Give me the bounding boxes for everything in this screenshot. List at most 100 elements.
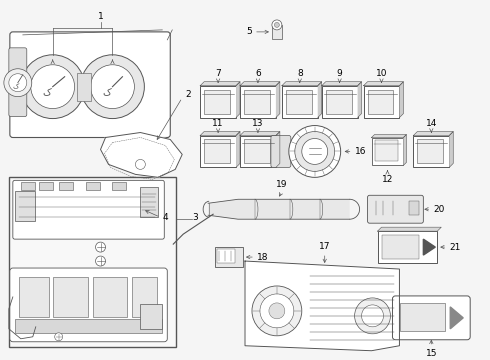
Text: 18: 18: [257, 253, 269, 262]
Polygon shape: [449, 131, 453, 167]
Polygon shape: [358, 82, 362, 118]
Text: 19: 19: [276, 180, 288, 189]
Polygon shape: [208, 199, 350, 219]
Circle shape: [252, 286, 302, 336]
Bar: [217, 249, 235, 263]
Bar: [414, 135, 449, 167]
Bar: [93, 277, 127, 317]
Polygon shape: [100, 132, 182, 177]
Text: 14: 14: [426, 118, 437, 127]
FancyBboxPatch shape: [368, 195, 423, 223]
Circle shape: [96, 256, 105, 266]
Bar: [244, 139, 270, 163]
Circle shape: [260, 294, 294, 328]
Circle shape: [274, 22, 279, 27]
Bar: [140, 187, 158, 217]
Bar: [286, 90, 312, 114]
Bar: [15, 191, 35, 221]
Polygon shape: [318, 82, 322, 118]
Bar: [86, 182, 99, 190]
Bar: [240, 135, 276, 167]
Text: 11: 11: [212, 118, 224, 127]
Circle shape: [31, 65, 74, 109]
Text: 16: 16: [355, 147, 366, 156]
FancyBboxPatch shape: [271, 135, 291, 167]
Bar: [240, 86, 276, 118]
Bar: [322, 86, 358, 118]
Bar: [364, 86, 399, 118]
Bar: [400, 303, 445, 331]
Polygon shape: [414, 131, 453, 135]
Bar: [200, 135, 236, 167]
Text: 7: 7: [215, 69, 221, 78]
Text: 17: 17: [319, 242, 330, 251]
Circle shape: [96, 242, 105, 252]
Polygon shape: [450, 307, 463, 329]
Circle shape: [272, 20, 282, 30]
FancyBboxPatch shape: [10, 32, 170, 138]
Polygon shape: [423, 239, 435, 255]
Text: 9: 9: [337, 69, 343, 78]
Circle shape: [91, 65, 134, 109]
Polygon shape: [200, 131, 240, 135]
FancyBboxPatch shape: [13, 180, 164, 239]
Circle shape: [80, 55, 145, 118]
Bar: [39, 182, 53, 190]
Circle shape: [21, 55, 85, 118]
Bar: [200, 86, 236, 118]
Polygon shape: [282, 82, 322, 86]
Text: 2: 2: [185, 90, 191, 99]
Polygon shape: [322, 82, 362, 86]
Bar: [132, 277, 157, 317]
Circle shape: [9, 74, 27, 92]
Text: 8: 8: [297, 69, 303, 78]
Bar: [140, 304, 162, 329]
Polygon shape: [200, 82, 240, 86]
Circle shape: [269, 303, 285, 319]
Circle shape: [302, 139, 328, 165]
Bar: [53, 277, 88, 317]
Bar: [59, 182, 73, 190]
Bar: [21, 182, 35, 190]
Bar: [113, 182, 126, 190]
Text: 3: 3: [192, 213, 198, 222]
Bar: [272, 25, 282, 39]
Polygon shape: [245, 261, 399, 351]
Circle shape: [4, 69, 32, 96]
Bar: [204, 90, 230, 114]
Polygon shape: [403, 135, 406, 165]
Bar: [204, 139, 230, 163]
Polygon shape: [371, 135, 406, 138]
Bar: [244, 90, 270, 114]
Polygon shape: [399, 82, 403, 118]
Bar: [410, 201, 419, 215]
Text: 10: 10: [376, 69, 387, 78]
Text: 1: 1: [98, 12, 103, 21]
Polygon shape: [377, 227, 441, 231]
Bar: [417, 139, 443, 163]
Text: 4: 4: [162, 213, 168, 222]
Polygon shape: [276, 131, 280, 167]
Polygon shape: [240, 131, 280, 135]
Bar: [215, 247, 243, 267]
Bar: [282, 86, 318, 118]
FancyBboxPatch shape: [10, 268, 167, 342]
Text: 12: 12: [382, 175, 393, 184]
Text: 20: 20: [433, 205, 445, 214]
Polygon shape: [364, 82, 403, 86]
Bar: [368, 90, 393, 114]
Bar: [382, 235, 419, 259]
Text: 6: 6: [255, 69, 261, 78]
FancyBboxPatch shape: [9, 48, 27, 117]
Bar: [377, 231, 437, 263]
Circle shape: [355, 298, 391, 334]
Polygon shape: [236, 82, 240, 118]
Circle shape: [135, 159, 146, 170]
Text: ک: ک: [42, 87, 51, 96]
Polygon shape: [236, 131, 240, 167]
Bar: [15, 319, 162, 333]
Bar: [371, 138, 403, 165]
Text: ک: ک: [102, 87, 111, 96]
Circle shape: [362, 305, 384, 327]
Text: ک: ک: [13, 85, 19, 91]
